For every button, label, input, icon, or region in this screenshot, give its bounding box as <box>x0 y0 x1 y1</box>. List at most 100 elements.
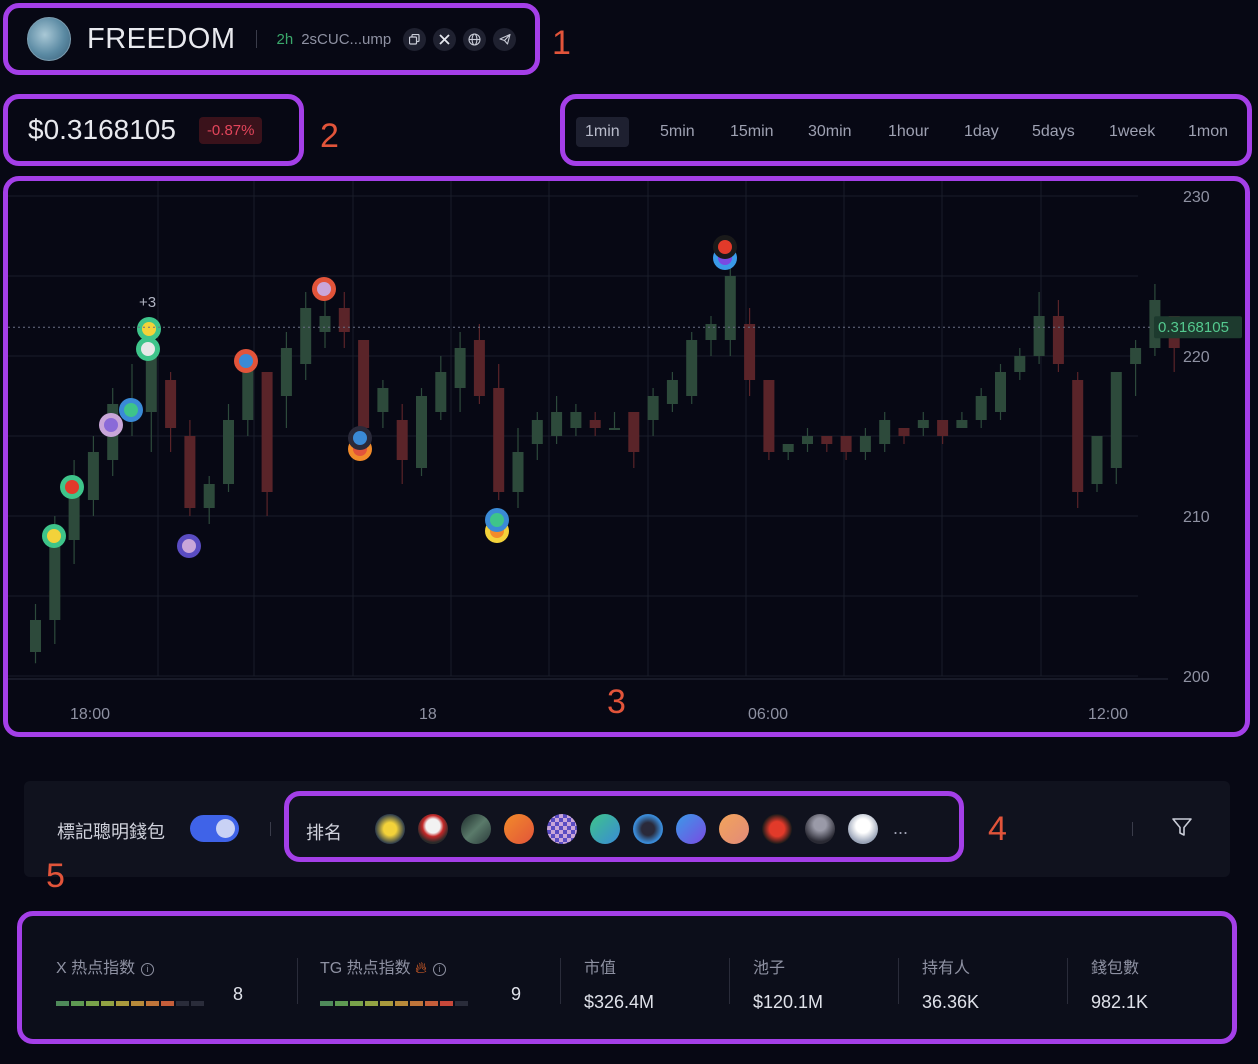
wallet-avatar-12[interactable] <box>848 814 878 844</box>
heat-segment <box>176 1001 189 1006</box>
candle-body <box>686 340 698 396</box>
candle-body <box>821 436 833 444</box>
wallet-avatar-2[interactable] <box>418 814 448 844</box>
chart-grid <box>8 181 1168 680</box>
telegram-icon[interactable] <box>493 27 517 51</box>
annotation-4: 4 <box>988 810 1007 848</box>
trade-marker-avatar-inner <box>490 513 504 527</box>
annotation-5: 5 <box>46 857 65 895</box>
trade-marker-avatar-inner <box>239 354 253 368</box>
toggle-knob <box>216 819 235 838</box>
heat-segment <box>161 1001 174 1006</box>
x-tick-label: 18 <box>419 706 437 723</box>
heat-segment <box>350 1001 363 1006</box>
x-icon[interactable] <box>433 27 457 51</box>
candle-body <box>744 324 756 380</box>
trade-marker-avatar-inner <box>317 282 331 296</box>
candle-body <box>280 348 292 396</box>
stat-tg-heat-value: 9 <box>511 984 522 1004</box>
candle-body <box>647 396 659 420</box>
y-axis-labels: 200 210 220 230 <box>1183 189 1210 686</box>
candle-body <box>338 308 350 332</box>
candle-body <box>1091 436 1103 484</box>
wallet-avatar-8[interactable] <box>676 814 706 844</box>
stat-value: 982.1K <box>1091 992 1149 1012</box>
interval-5days[interactable]: 5days <box>1032 123 1075 140</box>
candle-body <box>956 420 968 428</box>
stat-x-heat-value: 8 <box>233 984 244 1004</box>
wallet-avatar-6[interactable] <box>590 814 620 844</box>
copy-icon[interactable] <box>403 27 427 51</box>
wallet-toolbar: 標記聰明錢包 <box>24 781 1230 877</box>
token-title: FREEDOM <box>87 22 236 55</box>
heat-segment <box>365 1001 378 1006</box>
candlestick-chart[interactable]: 200 210 220 230 18:00 18 06:00 12:00 0.3168105… <box>8 181 1245 732</box>
smart-wallet-label: 標記聰明錢包 <box>57 822 165 842</box>
wallet-avatar-11[interactable] <box>805 814 835 844</box>
candle-body <box>1052 316 1064 364</box>
heat-segment <box>455 1001 468 1006</box>
interval-1hour[interactable]: 1hour <box>888 123 929 140</box>
candle-body <box>1033 316 1045 356</box>
candle-body <box>705 324 717 340</box>
interval-15min[interactable]: 15min <box>730 123 774 140</box>
interval-30min[interactable]: 30min <box>808 123 852 140</box>
candle-body <box>145 348 157 412</box>
interval-5min[interactable]: 5min <box>660 123 695 140</box>
heat-segment <box>380 1001 393 1006</box>
filter-icon[interactable] <box>1170 815 1194 839</box>
stat-value: $326.4M <box>584 992 655 1012</box>
wallet-avatar-10[interactable] <box>762 814 792 844</box>
heat-segment <box>395 1001 408 1006</box>
candle-body <box>319 316 331 332</box>
stat-label: 市值 <box>584 960 617 977</box>
current-price-tag-label: 0.3168105 <box>1158 319 1229 336</box>
info-icon[interactable]: i <box>432 963 446 976</box>
heat-segment <box>56 1001 69 1006</box>
token-stats-panel: X 热点指数 i 8 TG 热点指数 🔥︎ i 9 市值 $326.4M 池子 $1… <box>17 911 1237 1044</box>
candle-body <box>377 388 389 412</box>
candle-body <box>802 436 813 444</box>
wallet-avatar-5[interactable] <box>547 814 577 844</box>
interval-1week[interactable]: 1week <box>1109 123 1156 140</box>
heat-segment <box>191 1001 204 1006</box>
x-tick-label: 12:00 <box>1088 706 1128 723</box>
heat-segment <box>146 1001 159 1006</box>
interval-1mon[interactable]: 1mon <box>1188 123 1229 140</box>
wallet-avatar-4[interactable] <box>504 814 534 844</box>
annotation-3: 3 <box>607 683 626 721</box>
wallet-avatar-1[interactable] <box>375 814 405 844</box>
trade-marker-avatar-inner <box>124 403 138 417</box>
interval-1day[interactable]: 1day <box>964 123 999 140</box>
wallet-avatar-3[interactable] <box>461 814 491 844</box>
price-panel: $0.3168105 -0.87% <box>3 94 304 166</box>
toolbar-divider-right <box>1132 822 1133 836</box>
wallet-avatar-9[interactable] <box>719 814 749 844</box>
candle-body <box>917 420 929 428</box>
token-address[interactable]: 2sCUC...ump <box>301 30 392 48</box>
y-tick-label: 220 <box>1183 349 1210 366</box>
candle-body <box>49 540 61 620</box>
stat-pool: 池子 $120.1M <box>753 954 823 1013</box>
candle-body <box>1014 356 1026 372</box>
wallet-avatar-7[interactable] <box>633 814 663 844</box>
stat-label: X 热点指数 <box>56 960 136 977</box>
info-icon[interactable]: i <box>141 963 155 976</box>
current-price-tag <box>1154 316 1242 339</box>
heat-bar <box>56 1001 206 1006</box>
interval-selector: 1min 5min 15min 30min 1hour 1day 5days 1… <box>560 94 1252 166</box>
candle-body <box>570 412 582 428</box>
smart-wallet-toggle[interactable] <box>190 815 239 842</box>
interval-1min[interactable]: 1min <box>576 117 629 147</box>
toolbar-divider <box>270 822 271 836</box>
candle-body <box>975 396 987 420</box>
wallet-ranking-list: 排名 ... <box>284 791 964 862</box>
stat-market-cap: 市值 $326.4M <box>584 954 654 1013</box>
candle-body <box>609 428 620 430</box>
candle-body <box>937 420 949 436</box>
candle-body <box>184 436 196 508</box>
globe-icon[interactable] <box>463 27 487 51</box>
stat-divider <box>729 958 730 1004</box>
marker-count-label: +3 <box>139 294 156 311</box>
more-wallets[interactable]: ... <box>893 818 909 838</box>
